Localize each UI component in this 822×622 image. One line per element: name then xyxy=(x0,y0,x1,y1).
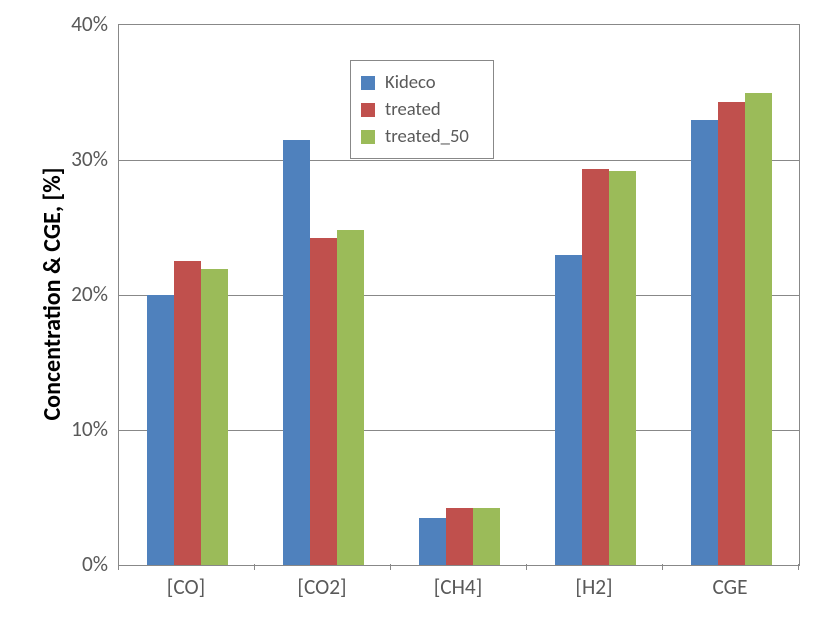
x-tick-label: [CO] xyxy=(167,574,205,600)
bar xyxy=(609,171,636,565)
x-tick-mark xyxy=(798,564,799,570)
x-tick-label: [H2] xyxy=(575,574,612,600)
legend-label-2: treated_50 xyxy=(385,125,469,148)
y-tick-label: 0% xyxy=(0,551,108,577)
bar xyxy=(691,120,718,566)
legend-label-0: Kideco xyxy=(385,71,436,94)
bar xyxy=(555,255,582,566)
x-tick-mark xyxy=(390,564,391,570)
x-tick-mark xyxy=(526,564,527,570)
x-tick-mark xyxy=(254,564,255,570)
y-tick-label: 40% xyxy=(0,11,108,37)
x-tick-label: [CO2] xyxy=(297,574,346,600)
legend: Kideco treated treated_50 xyxy=(350,60,494,159)
chart-container: Concentration & CGE, [%] Kideco treated … xyxy=(0,0,822,622)
bar xyxy=(147,295,174,565)
bar xyxy=(745,93,772,566)
legend-label-1: treated xyxy=(385,98,441,121)
bar xyxy=(473,508,500,565)
legend-swatch-2 xyxy=(361,130,375,144)
x-tick-mark xyxy=(118,564,119,570)
bar xyxy=(283,140,310,565)
y-tick-label: 10% xyxy=(0,416,108,442)
y-tick-label: 30% xyxy=(0,146,108,172)
legend-swatch-0 xyxy=(361,76,375,90)
bar xyxy=(582,169,609,565)
bar xyxy=(201,269,228,565)
bar xyxy=(718,102,745,565)
legend-item-0: Kideco xyxy=(361,71,469,94)
y-tick-label: 20% xyxy=(0,281,108,307)
bar xyxy=(337,230,364,565)
legend-item-2: treated_50 xyxy=(361,125,469,148)
bar xyxy=(446,508,473,565)
x-tick-label: [CH4] xyxy=(434,574,483,600)
bar xyxy=(310,238,337,565)
x-tick-mark xyxy=(662,564,663,570)
bar xyxy=(174,261,201,565)
legend-swatch-1 xyxy=(361,103,375,117)
x-tick-label: CGE xyxy=(712,574,747,600)
legend-item-1: treated xyxy=(361,98,469,121)
bar xyxy=(419,518,446,565)
